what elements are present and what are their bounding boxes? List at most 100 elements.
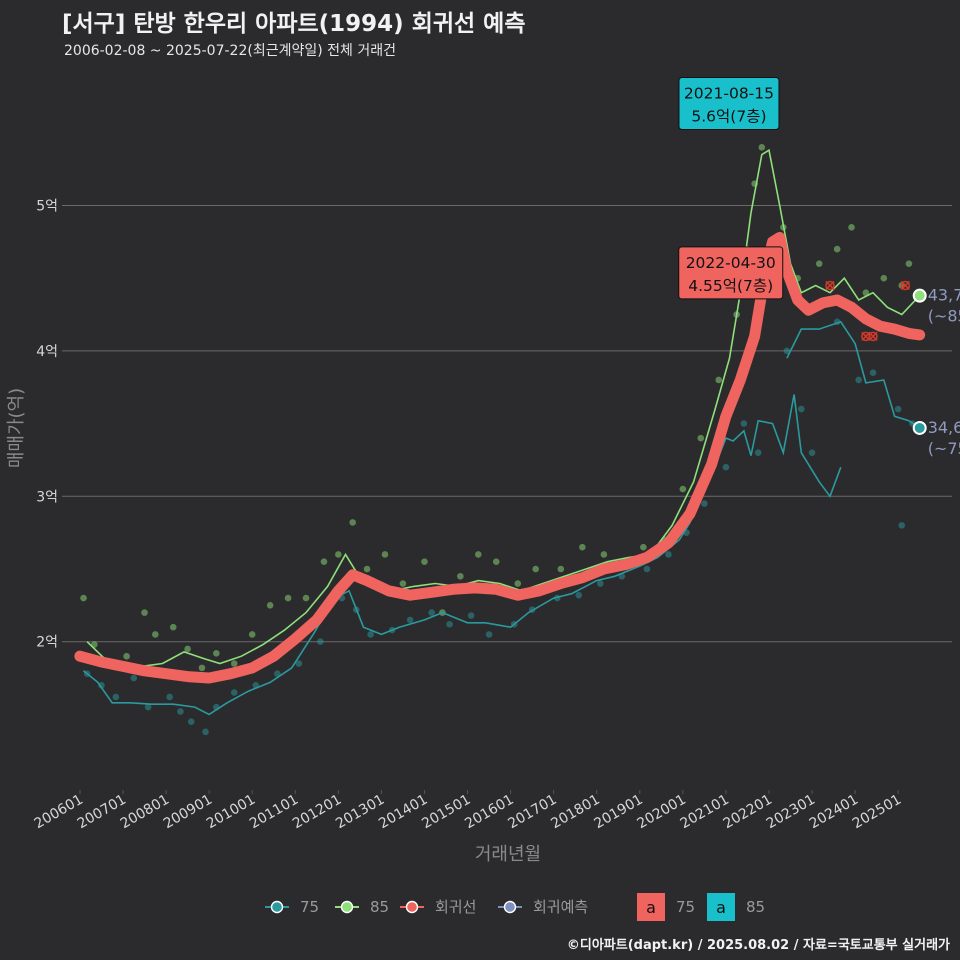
- scatter-point-85: [532, 565, 540, 573]
- y-tick-label: 2억: [36, 635, 58, 651]
- legend-label-75: 75: [300, 898, 319, 916]
- scatter-point-85: [399, 580, 407, 587]
- scatter-point-75: [575, 591, 583, 599]
- scatter-point-85: [758, 144, 766, 151]
- series-line-75: [82, 394, 842, 716]
- y-axis-ticks: 2억 3억 4억 5억: [36, 198, 58, 650]
- x-tick-label: 201801: [548, 792, 602, 833]
- x-marker-cross: [900, 280, 910, 291]
- y-axis-title: 매매가(억): [6, 388, 27, 468]
- end-area-label-75: (~75㎡): [928, 439, 960, 458]
- scatter-point-75: [643, 565, 651, 573]
- end-point-85: [912, 288, 927, 303]
- chart-subtitle: 2006-02-08 ~ 2025-07-22(최근계약일) 전체 거래건: [64, 43, 396, 59]
- y-tick-label: 3억: [36, 489, 58, 505]
- scatter-point-75: [317, 638, 324, 645]
- scatter-point-85: [363, 565, 371, 573]
- scatter-point-75: [855, 376, 862, 384]
- x-tick-label: 201001: [204, 792, 258, 833]
- scatter-point-85: [141, 609, 148, 616]
- scatter-point-85: [640, 543, 647, 551]
- scatter-point-85: [492, 558, 500, 566]
- scatter-point-85: [457, 572, 464, 580]
- legend-box-glyph: a: [716, 898, 726, 917]
- regression-path: [74, 232, 926, 684]
- x-tick-label: 201101: [247, 792, 301, 833]
- scatter-point-75: [187, 718, 195, 725]
- y-tick-label: 4억: [36, 344, 58, 360]
- scatter-point-85: [266, 602, 274, 609]
- x-tick-label: 200701: [75, 792, 129, 833]
- annotation-box: [678, 246, 784, 300]
- scatter-point-75: [112, 693, 120, 701]
- series-line-85: [86, 148, 921, 668]
- scatter-point-85: [880, 274, 888, 282]
- scatter-point-75: [808, 449, 816, 456]
- scatter-point-85: [715, 376, 723, 384]
- x-tick-label: 202201: [721, 792, 775, 833]
- x-tick-label: 201901: [591, 792, 645, 833]
- scatter-point-85: [579, 543, 586, 551]
- scatter-point-75: [722, 463, 730, 471]
- legend-dot-85: [340, 900, 354, 914]
- scatter-point-75: [144, 703, 152, 711]
- x-tick-label: 201501: [419, 792, 473, 833]
- legend-dot-75: [270, 900, 284, 914]
- scatter-point-75: [485, 631, 493, 638]
- x-tick-label: 201601: [462, 792, 516, 833]
- scatter-point-85: [80, 594, 87, 602]
- scatter-point-75: [797, 405, 805, 413]
- scatter-point-75: [406, 616, 414, 624]
- scatter-point-85: [679, 485, 687, 493]
- scatter-point-75: [428, 609, 435, 616]
- scatter-point-85: [302, 594, 310, 602]
- end-points: 34,650 (~75㎡) 43,767 (~85㎡): [912, 286, 960, 458]
- annotation-date: 2021-08-15: [684, 85, 774, 103]
- scatter-point-85: [123, 652, 130, 660]
- scatter-point-85: [230, 660, 238, 667]
- legend-dot-회귀선: [405, 900, 419, 914]
- scatter-point-85: [152, 631, 159, 638]
- source-caption: ©디아파트(dapt.kr) / 2025.08.02 / 자료=국토교통부 실…: [566, 938, 950, 953]
- scatter-point-85: [184, 645, 191, 653]
- end-value-label-85: 43,767: [928, 286, 960, 305]
- legend-box-label-75: 75: [676, 898, 695, 916]
- x-tick-label: 202101: [678, 792, 732, 833]
- scatter-point-75: [166, 693, 173, 701]
- scatter-point-75: [202, 728, 209, 736]
- scatter-point-75: [467, 612, 475, 619]
- scatter-point-75: [295, 660, 303, 667]
- scatter-point-75: [754, 449, 762, 456]
- scatter-point-75: [869, 369, 877, 377]
- scatter-point-75: [740, 420, 748, 427]
- regression-line: [74, 232, 926, 684]
- annotation-date: 2022-04-30: [686, 254, 776, 272]
- scatter-point-85: [213, 650, 220, 657]
- scatter-point-85: [198, 664, 206, 672]
- scatter-point-75: [98, 682, 105, 689]
- x-tick-label: 201301: [333, 792, 387, 833]
- series-lines: [82, 148, 921, 716]
- scatter-point-85: [600, 551, 608, 558]
- chart-title: [서구] 탄방 한우리 아파트(1994) 회귀선 예측: [62, 11, 526, 37]
- scatter-point-75: [898, 522, 906, 529]
- annotation-box: [678, 77, 780, 131]
- x-markers: [825, 280, 911, 342]
- x-tick-label: 201701: [505, 792, 559, 833]
- scatter-point-85: [833, 245, 841, 253]
- scatter-point-75: [446, 620, 453, 628]
- x-marker-cross: [868, 331, 878, 341]
- x-tick-label: 200601: [32, 792, 86, 833]
- annotations: 2021-08-15 5.6억(7층) 2022-04-30 4.55억(7층): [678, 77, 784, 300]
- legend-box-glyph: a: [646, 898, 656, 917]
- scatter-point-75: [783, 347, 791, 355]
- scatter-point-75: [177, 708, 184, 715]
- scatter-points: [80, 122, 916, 736]
- grid-lines: [62, 204, 952, 643]
- end-area-label-85: (~85㎡): [928, 307, 960, 326]
- scatter-point-75: [665, 551, 672, 558]
- x-tick-label: 201201: [290, 792, 344, 833]
- x-tick-label: 202401: [807, 792, 861, 833]
